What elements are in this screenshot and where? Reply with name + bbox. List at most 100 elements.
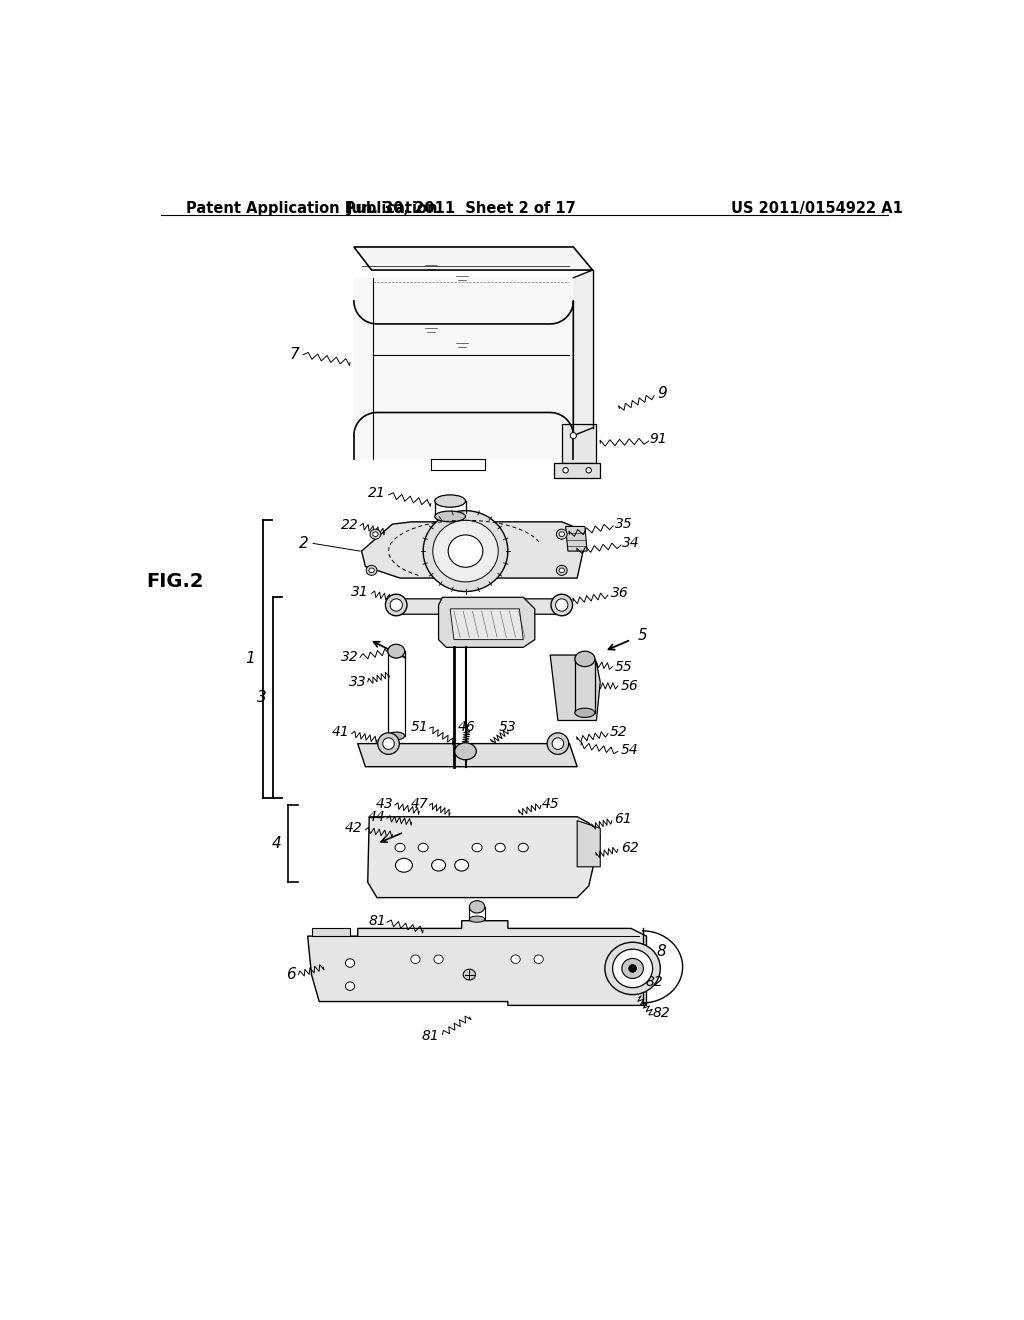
Ellipse shape	[574, 651, 595, 667]
Polygon shape	[307, 921, 646, 1006]
Text: 82: 82	[645, 975, 663, 989]
Text: 6: 6	[286, 968, 296, 982]
Text: 31: 31	[351, 585, 369, 599]
Polygon shape	[562, 424, 596, 462]
Ellipse shape	[373, 532, 378, 536]
Ellipse shape	[612, 949, 652, 987]
Polygon shape	[368, 817, 600, 898]
Polygon shape	[438, 598, 535, 647]
Polygon shape	[554, 462, 600, 478]
Ellipse shape	[518, 843, 528, 851]
Ellipse shape	[449, 535, 483, 568]
Ellipse shape	[388, 733, 404, 739]
Ellipse shape	[551, 594, 572, 615]
Text: 32: 32	[341, 651, 358, 664]
Polygon shape	[573, 271, 593, 459]
Text: 53: 53	[499, 719, 517, 734]
Ellipse shape	[559, 532, 564, 536]
Ellipse shape	[605, 942, 660, 995]
Text: 7: 7	[290, 347, 299, 362]
Polygon shape	[357, 743, 578, 767]
Text: Patent Application Publication: Patent Application Publication	[186, 201, 437, 216]
Ellipse shape	[472, 843, 482, 851]
Ellipse shape	[556, 599, 568, 611]
Ellipse shape	[418, 843, 428, 851]
Ellipse shape	[463, 969, 475, 979]
Text: 44: 44	[368, 809, 386, 824]
Ellipse shape	[345, 982, 354, 990]
Ellipse shape	[469, 900, 484, 913]
Ellipse shape	[570, 433, 577, 438]
Ellipse shape	[435, 511, 466, 521]
Ellipse shape	[469, 916, 484, 923]
Text: 81: 81	[368, 913, 386, 928]
Text: Jun. 30, 2011  Sheet 2 of 17: Jun. 30, 2011 Sheet 2 of 17	[347, 201, 577, 216]
Text: US 2011/0154922 A1: US 2011/0154922 A1	[731, 201, 903, 216]
Ellipse shape	[547, 733, 568, 755]
Text: 51: 51	[411, 719, 428, 734]
Text: 55: 55	[614, 660, 632, 673]
Ellipse shape	[496, 843, 505, 851]
Text: 91: 91	[649, 433, 667, 446]
Ellipse shape	[390, 599, 402, 611]
Text: 34: 34	[623, 536, 640, 550]
Polygon shape	[451, 609, 523, 640]
Text: 42: 42	[345, 821, 362, 836]
Ellipse shape	[434, 954, 443, 964]
Ellipse shape	[423, 511, 508, 591]
Text: 45: 45	[542, 797, 559, 810]
Text: 36: 36	[610, 586, 629, 601]
Ellipse shape	[622, 958, 643, 978]
Ellipse shape	[395, 843, 406, 851]
Text: 41: 41	[332, 725, 349, 739]
Ellipse shape	[629, 965, 637, 973]
Polygon shape	[311, 928, 350, 936]
Ellipse shape	[388, 644, 404, 659]
Ellipse shape	[433, 520, 499, 582]
Ellipse shape	[535, 954, 544, 964]
Text: 46: 46	[458, 719, 476, 734]
Text: 56: 56	[621, 678, 638, 693]
Polygon shape	[354, 277, 573, 459]
Ellipse shape	[369, 568, 374, 573]
Text: 43: 43	[376, 797, 393, 810]
Ellipse shape	[395, 858, 413, 873]
Text: 47: 47	[411, 797, 428, 810]
Text: 82: 82	[653, 1006, 671, 1020]
Ellipse shape	[556, 565, 567, 576]
Ellipse shape	[455, 743, 476, 760]
Text: 3: 3	[257, 690, 266, 705]
Polygon shape	[550, 655, 600, 721]
Ellipse shape	[586, 467, 592, 473]
Ellipse shape	[411, 954, 420, 964]
Ellipse shape	[378, 733, 399, 755]
Text: 81: 81	[422, 1030, 439, 1043]
Text: 21: 21	[368, 486, 386, 500]
Text: 52: 52	[610, 725, 628, 739]
Ellipse shape	[455, 859, 469, 871]
Text: 1: 1	[245, 651, 255, 667]
Polygon shape	[396, 599, 565, 614]
Text: 8: 8	[657, 944, 667, 960]
Ellipse shape	[370, 529, 381, 539]
Text: 54: 54	[621, 743, 638, 756]
Ellipse shape	[574, 708, 595, 718]
Polygon shape	[354, 247, 593, 271]
Ellipse shape	[432, 859, 445, 871]
Ellipse shape	[435, 495, 466, 507]
Ellipse shape	[383, 738, 394, 750]
Ellipse shape	[367, 565, 377, 576]
Text: 4: 4	[272, 836, 282, 851]
Text: 61: 61	[614, 812, 632, 826]
Text: 62: 62	[621, 841, 638, 854]
Ellipse shape	[563, 467, 568, 473]
Ellipse shape	[511, 954, 520, 964]
Ellipse shape	[559, 568, 564, 573]
Polygon shape	[361, 521, 585, 578]
Text: 2: 2	[299, 536, 308, 550]
Ellipse shape	[556, 529, 567, 539]
Text: 5: 5	[638, 628, 647, 643]
Text: 22: 22	[341, 517, 358, 532]
Polygon shape	[565, 527, 587, 552]
Text: 9: 9	[657, 385, 667, 401]
